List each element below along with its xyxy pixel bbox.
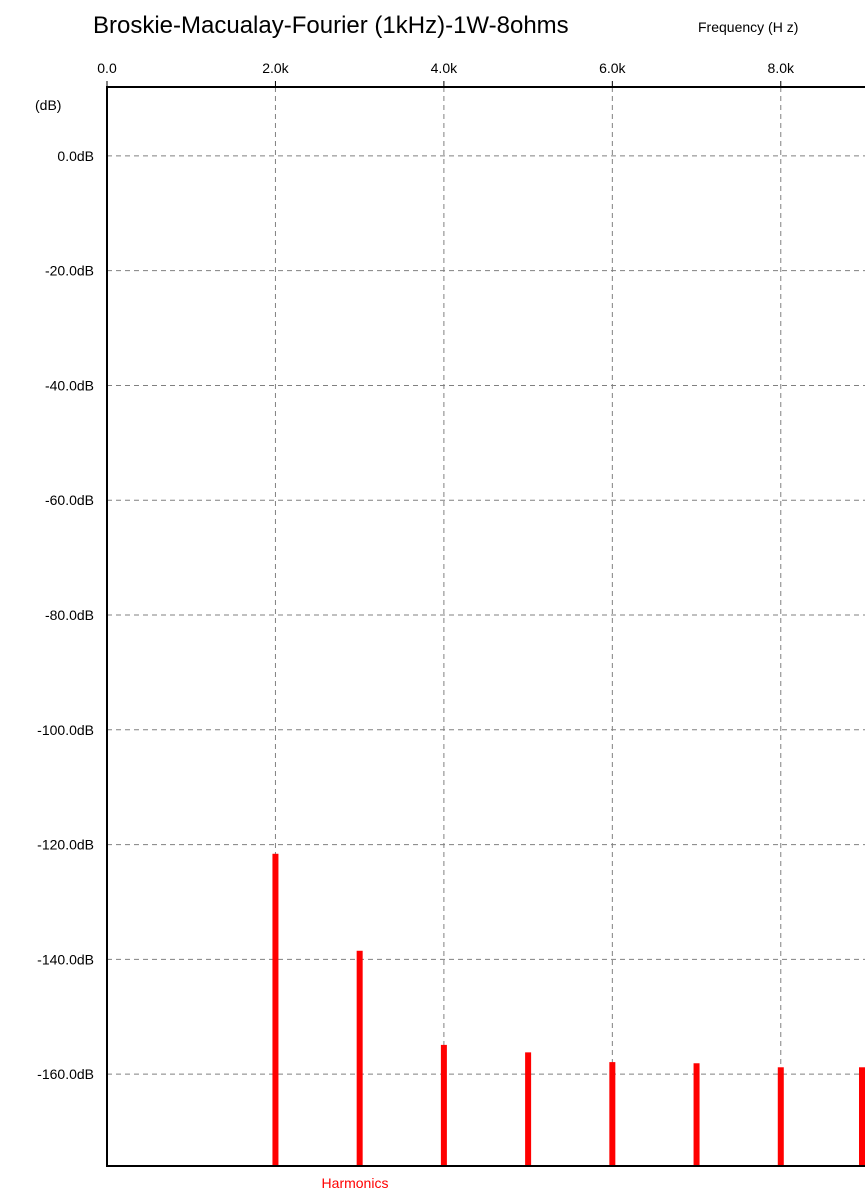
x-tick-label: 0.0 bbox=[97, 60, 117, 76]
y-tick-label: 0.0dB bbox=[57, 148, 94, 164]
y-tick-label: -60.0dB bbox=[45, 492, 94, 508]
harmonic-bar bbox=[859, 1067, 865, 1166]
y-tick-label: -120.0dB bbox=[37, 837, 94, 853]
legend-harmonics-label: Harmonics bbox=[322, 1175, 389, 1191]
grid-lines bbox=[107, 87, 865, 1166]
harmonic-bar bbox=[440, 1044, 447, 1166]
harmonic-bar bbox=[525, 1052, 532, 1166]
x-tick-label: 6.0k bbox=[599, 60, 626, 76]
y-tick-label: -40.0dB bbox=[45, 377, 94, 393]
harmonic-bar bbox=[777, 1067, 784, 1166]
y-tick-label: -20.0dB bbox=[45, 263, 94, 279]
plot-frame bbox=[106, 86, 865, 1167]
x-tick-label: 2.0k bbox=[262, 60, 289, 76]
chart-title: Broskie-Macualay-Fourier (1kHz)-1W-8ohms bbox=[93, 12, 569, 39]
y-tick-labels: 0.0dB -20.0dB -40.0dB -60.0dB -80.0dB -100.0d… bbox=[37, 148, 94, 1082]
harmonic-bar bbox=[609, 1062, 616, 1166]
x-tick-labels: 0.0 2.0k 4.0k 6.0k 8.0k bbox=[97, 60, 795, 87]
y-tick-label: -140.0dB bbox=[37, 951, 94, 967]
x-axis-unit-label: Frequency (H z) bbox=[698, 19, 798, 35]
harmonic-bar bbox=[693, 1063, 700, 1166]
y-tick-label: -100.0dB bbox=[37, 722, 94, 738]
x-tick-label: 8.0k bbox=[768, 60, 795, 76]
x-tick-label: 4.0k bbox=[431, 60, 458, 76]
y-axis-unit-label: (dB) bbox=[35, 97, 61, 113]
y-tick-label: -80.0dB bbox=[45, 607, 94, 623]
y-tick-label: -160.0dB bbox=[37, 1066, 94, 1082]
harmonic-bar bbox=[272, 853, 279, 1166]
harmonic-bar bbox=[356, 950, 363, 1166]
harmonic-bars bbox=[272, 853, 865, 1166]
